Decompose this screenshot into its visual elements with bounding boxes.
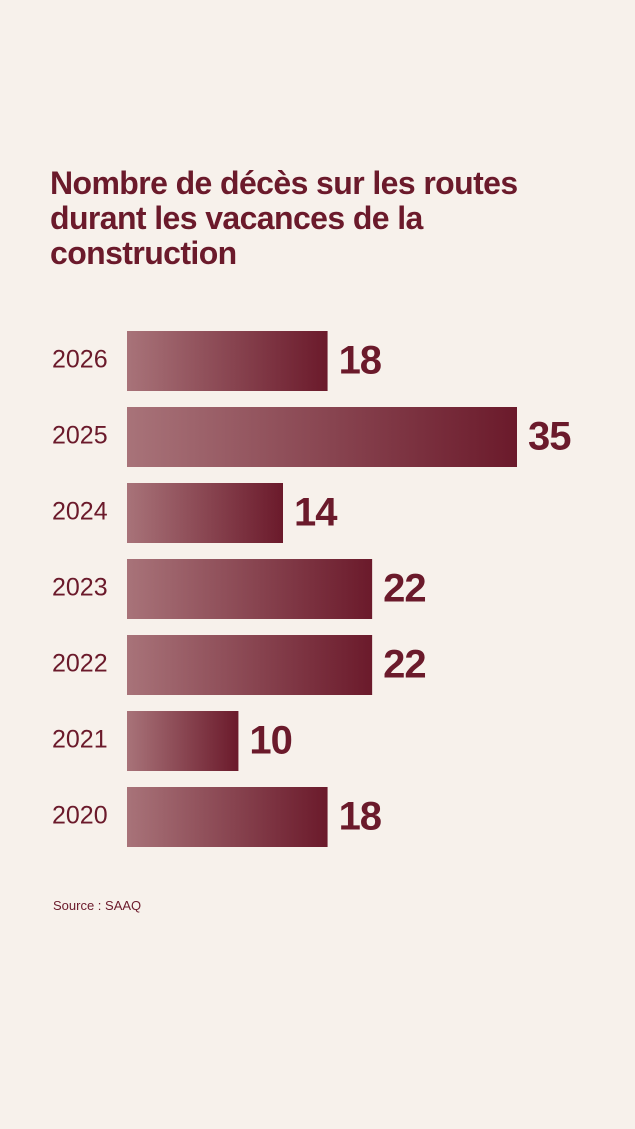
bar bbox=[127, 635, 373, 695]
bar bbox=[127, 483, 283, 543]
bar bbox=[127, 331, 328, 391]
y-tick-label: 2026 bbox=[52, 346, 108, 374]
bar bbox=[127, 407, 517, 467]
value-label: 22 bbox=[383, 643, 426, 687]
y-tick-label: 2025 bbox=[52, 422, 108, 450]
chart-title: Nombre de décès sur les routes durant le… bbox=[50, 165, 518, 271]
value-label: 18 bbox=[339, 795, 382, 839]
y-tick-label: 2022 bbox=[52, 650, 108, 678]
bar bbox=[127, 559, 373, 619]
y-tick-label: 2024 bbox=[52, 498, 108, 526]
bar bbox=[127, 787, 328, 847]
value-label: 22 bbox=[383, 567, 426, 611]
value-label: 14 bbox=[294, 491, 338, 535]
source-note: Source : SAAQ bbox=[53, 898, 142, 913]
y-tick-label: 2023 bbox=[52, 574, 108, 602]
value-label: 18 bbox=[339, 339, 382, 383]
value-label: 10 bbox=[249, 719, 292, 763]
bar bbox=[127, 711, 239, 771]
y-tick-label: 2021 bbox=[52, 726, 108, 754]
value-label: 35 bbox=[528, 415, 571, 459]
y-tick-label: 2020 bbox=[52, 802, 108, 830]
